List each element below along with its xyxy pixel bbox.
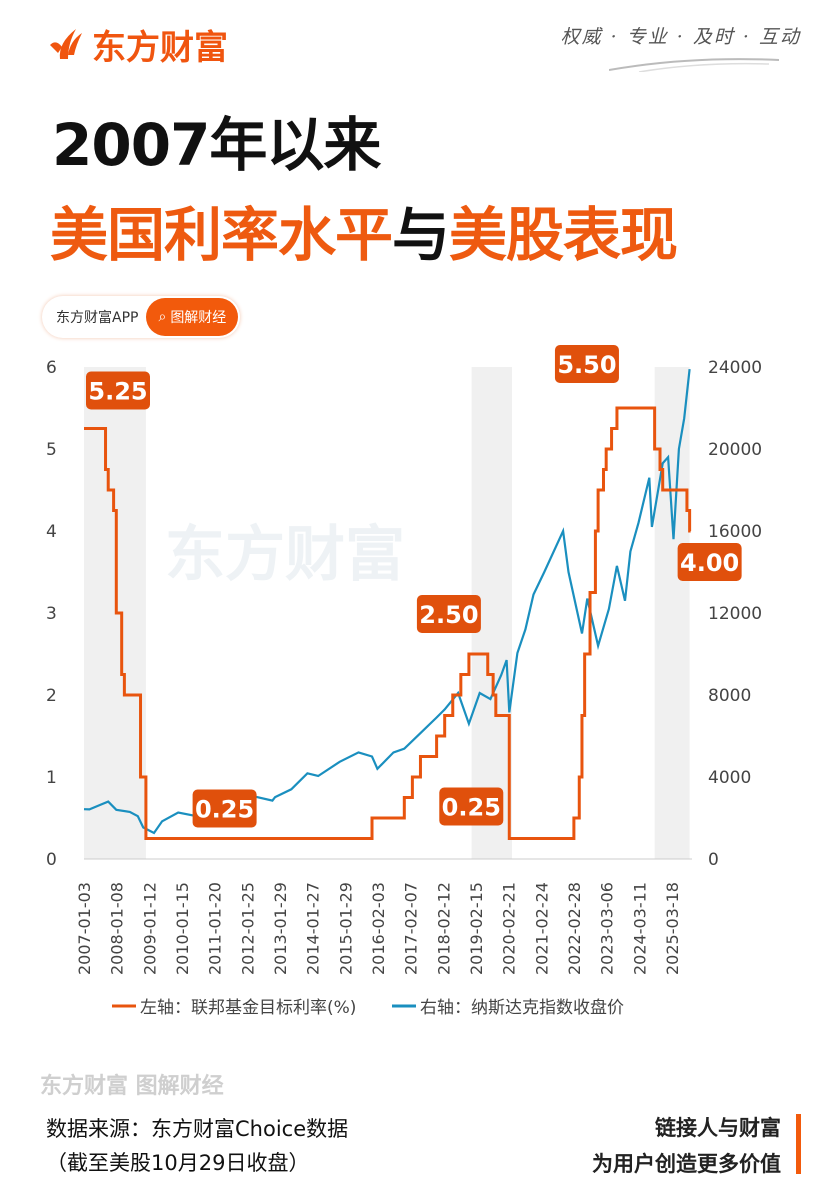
cutoff-text: （截至美股10月29日收盘） [46,1151,310,1175]
app-label: 东方财富APP [56,310,139,326]
title-part: 美国利率水平 [50,201,393,269]
x-tick-label: 2024-03-11 [630,882,649,975]
x-tick-label: 2017-02-07 [402,882,421,975]
data-source: 数据来源：东方财富Choice数据 （截至美股10月29日收盘） [46,1112,348,1180]
annotation-label: 5.50 [557,351,616,379]
y-left-tick-label: 3 [46,604,57,624]
watermark-text: 东方财富 图解财经 [40,1074,224,1099]
x-tick-label: 2012-01-25 [238,882,257,975]
legend-nasdaq-label: 右轴：纳斯达克指数收盘价 [420,998,624,1018]
x-tick-label: 2008-01-08 [108,882,127,975]
x-tick-label: 2014-01-27 [304,882,323,975]
y-right-tick-label: 0 [708,850,719,870]
annotation-label: 2.50 [419,601,478,629]
y-right-tick-label: 4000 [708,768,751,788]
search-pill[interactable]: 东方财富APP ⌕ 图解财经 [42,296,241,338]
x-tick-label: 2015-01-29 [336,882,355,975]
title-line1: 2007年以来 [52,111,381,179]
x-tick-label: 2025-03-18 [663,882,682,975]
x-tick-label: 2011-01-20 [206,882,225,975]
brand-logo: 东方财富 [46,20,228,69]
y-right-tick-label: 20000 [708,440,762,460]
y-right-tick-label: 12000 [708,604,762,624]
slogan: 权威 · 专业 · 及时 · 互动 [560,26,801,48]
flame-logo-icon [50,28,82,59]
search-button[interactable]: ⌕ 图解财经 [146,298,239,336]
annotation-box [416,595,481,633]
title-line2: 美国利率水平与美股表现 [50,188,678,272]
annotation-label: 0.25 [195,796,254,824]
x-tick-label: 2018-02-12 [434,882,453,975]
accent-bar [796,1114,801,1174]
x-tick-label: 2009-01-12 [140,882,159,975]
annotation-box [439,787,504,826]
x-tick-label: 2019-02-15 [467,882,486,975]
x-tick-label: 2020-02-21 [500,882,519,975]
annotation-label: 0.25 [442,794,501,822]
annotation-label: 4.00 [680,549,739,577]
x-tick-label: 2022-02-28 [565,882,584,975]
shaded-period [654,367,690,859]
brand-name: 东方财富 [92,28,228,68]
search-label: 图解财经 [170,310,227,326]
chart: 东方财富 0 1 2 3 4 5 6 0 4000 8000 12000 16000 20000 2400… [46,345,762,1018]
y-left-tick-label: 0 [46,850,57,870]
y-left-tick-label: 2 [46,686,57,706]
tagline: 链接人与财富 为用户创造更多价值 [592,1110,781,1182]
title-part: 与 [392,201,450,269]
x-tick-label: 2023-03-06 [598,882,617,975]
x-tick-label: 2021-02-24 [532,882,551,975]
tagline-1: 链接人与财富 [655,1116,781,1140]
legend-rate-label: 左轴：联邦基金目标利率(%) [140,998,356,1018]
annotation-label: 5.25 [88,378,147,406]
annotation-box [554,345,619,383]
y-left-tick-label: 4 [46,522,57,542]
tagline-2: 为用户创造更多价值 [592,1152,781,1176]
y-right-tick-label: 8000 [708,686,751,706]
search-icon: ⌕ [158,309,167,325]
swoosh-decoration [609,58,779,72]
y-left-tick-label: 5 [46,440,57,460]
y-right-tick-label: 16000 [708,522,762,542]
x-tick-label: 2016-02-03 [369,882,388,975]
annotation-box [192,789,257,828]
y-right-tick-label: 24000 [708,358,762,378]
watermark: 东方财富 [165,520,405,590]
title-part: 美股表现 [449,201,678,269]
legend: 左轴：联邦基金目标利率(%) 右轴：纳斯达克指数收盘价 [112,998,624,1018]
rate-series-line [84,406,692,840]
nasdaq-series-line [83,368,691,835]
y-left-tick-label: 6 [46,358,57,378]
x-tick-label: 2013-01-29 [271,882,290,975]
x-tick-label: 2010-01-15 [173,882,192,975]
annotation-box [677,543,742,581]
x-tick-label: 2007-01-03 [75,882,94,975]
source-text: 数据来源：东方财富Choice数据 [46,1117,349,1141]
annotation-box [86,371,150,410]
bottom-watermark: 东方财富 图解财经 [40,1068,224,1100]
y-left-tick-label: 1 [46,768,57,788]
